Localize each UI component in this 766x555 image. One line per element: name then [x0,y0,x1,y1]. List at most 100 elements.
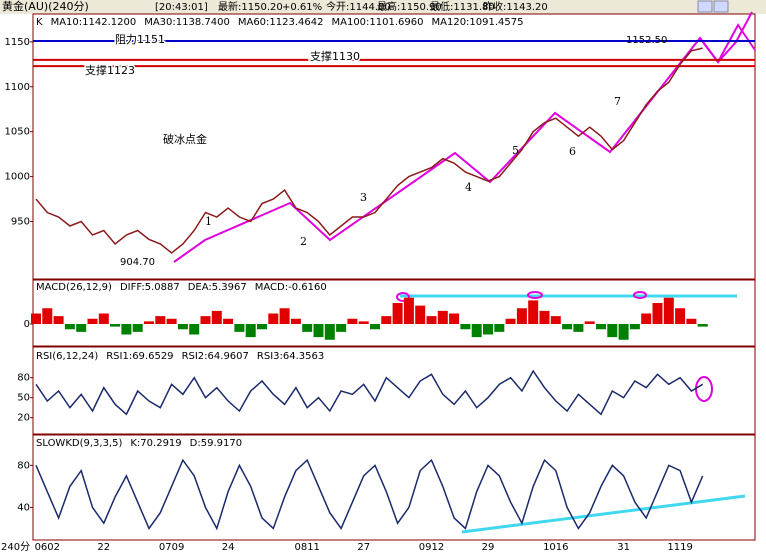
panel-title: RSI(6,12,24) [36,351,98,362]
macd-bar [87,318,98,324]
x-tick-label: 0709 [159,542,184,553]
macd-bar [460,324,471,330]
macd-bar [155,316,166,324]
panel-title: MACD:-0.6160 [255,282,327,293]
x-tick-label: 31 [617,542,630,553]
macd-bar [358,321,369,324]
macd-bar [177,324,188,330]
macd-bar [641,313,652,324]
quote-field: 最高:1150.90 [377,0,442,13]
y-tick-label: 50 [17,393,30,404]
macd-bar [426,316,437,324]
rsi-panel [32,346,756,435]
macd-bar [415,305,426,324]
macd-bar [336,324,347,332]
macd-bar [234,324,245,332]
wave-label: 5 [512,144,519,157]
macd-bar [663,297,674,324]
macd-panel [32,279,756,347]
macd-bar [370,324,380,330]
y-tick-label: 40 [17,502,30,513]
macd-bar [257,324,267,330]
macd-bar [268,313,279,324]
panel-title: RSI1:69.6529 [106,351,173,362]
x-tick-label: 29 [482,542,495,553]
macd-bar [132,324,143,332]
panel-title: D:59.9170 [190,438,242,449]
ma-legend: MA100:1101.6960 [331,17,423,28]
ma-legend: MA120:1091.4575 [432,17,524,28]
macd-bar [573,324,584,332]
panel-title: SLOWKD(9,3,3,5) [36,438,122,449]
macd-bar [528,300,539,324]
macd-bar [403,297,414,324]
macd-bar [200,316,211,324]
wave-label: 1 [205,215,212,228]
macd-bar [686,318,697,324]
x-tick-label: 27 [357,542,370,553]
macd-marker [396,292,410,302]
ma-legend: MA30:1138.7400 [144,17,230,28]
macd-marker [527,291,543,299]
quote-field: 昨收:1143.20 [483,0,548,13]
macd-bar [652,303,663,324]
ma-legend: MA10:1142.1200 [51,17,137,28]
macd-bar [121,324,132,335]
header-bar [0,0,766,14]
macd-bar [110,324,121,327]
macd-bar [324,324,335,340]
quote-field: 今开:1144.00 [326,0,391,13]
series-line [35,369,704,416]
nav-buttons[interactable] [697,0,729,13]
panel-title: RSI2:64.9607 [182,351,249,362]
panel-title: DEA:5.3967 [188,282,247,293]
y-tick-label: 1150 [5,37,30,48]
reference-label: 支撑1123 [85,63,135,77]
main-panel [32,13,756,280]
y-tick-label: 20 [17,413,30,424]
next-button[interactable] [713,0,729,13]
reference-label: 支撑1130 [310,49,360,63]
series-line [35,47,703,254]
high-label: 1152.50 [626,35,667,46]
quote-field: 最新:1150.20 [218,0,283,13]
wave-label: 7 [614,95,621,108]
rsi-marker [695,376,713,402]
macd-bar [550,316,561,324]
x-tick-label: 22 [97,542,110,553]
macd-bar [53,316,64,324]
prev-button[interactable] [697,0,713,13]
y-tick-label: 0 [24,319,30,330]
macd-bar [505,318,516,324]
series-line [35,458,704,531]
x-tick-label: 1016 [543,542,568,553]
macd-bar [313,324,324,338]
y-tick-label: 950 [11,217,30,228]
quote-field: 最低:1131.80 [430,0,495,13]
headline: 破冰点金 [163,132,207,146]
macd-bar [290,318,301,324]
wave-label: 3 [360,191,367,204]
macd-bar [437,310,448,324]
macd-bar [607,324,618,338]
reference-label: 阻力1151 [115,33,165,46]
macd-bar [483,324,493,335]
macd-bar [211,310,222,324]
macd-bar [596,324,606,330]
y-tick-label: 80 [17,460,30,471]
macd-bar [144,321,154,324]
macd-bar [42,308,53,324]
macd-bar [166,318,177,324]
forecast-path [699,11,753,64]
y-tick-label: 80 [17,373,30,384]
macd-bar [629,324,640,330]
x-tick-label: 0602 [35,542,60,553]
macd-bar [347,318,358,324]
macd-bar [223,318,234,324]
x-tick-label: 0811 [294,542,319,553]
macd-bar [381,316,392,324]
y-tick-label: 1100 [5,82,30,93]
macd-bar [98,313,109,324]
macd-bar [516,308,527,324]
